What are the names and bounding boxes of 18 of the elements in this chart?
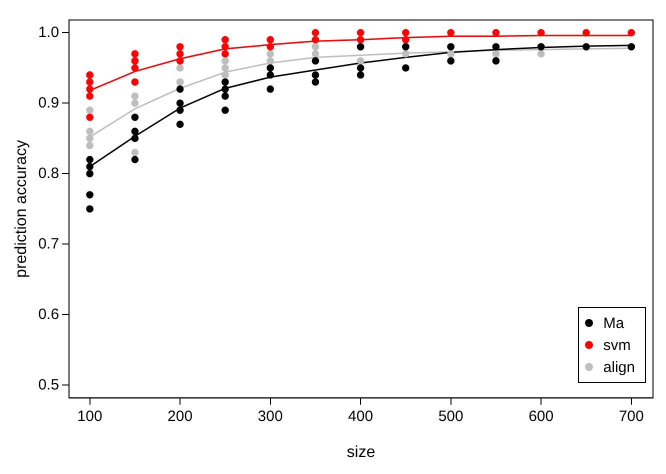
y-tick-label: 0.9 [38, 94, 60, 112]
x-tick-label: 300 [258, 408, 283, 425]
y-tick-label: 1.0 [38, 24, 60, 41]
legend-label: svm [603, 336, 631, 354]
legend-label: align [603, 358, 635, 376]
x-tick-label: 200 [168, 408, 193, 425]
y-tick-label: 0.5 [38, 376, 60, 394]
x-tick-label: 100 [77, 408, 102, 425]
x-tick-label: 600 [528, 408, 554, 425]
x-axis-title: size [346, 444, 376, 461]
y-axis-title: prediction accuracy [13, 140, 30, 278]
y-tick-label: 0.8 [38, 164, 60, 182]
x-tick-label: 400 [348, 408, 374, 425]
y-tick-label: 0.7 [38, 235, 60, 252]
y-tick-label: 0.6 [38, 306, 60, 323]
x-tick-label: 700 [618, 408, 644, 425]
x-tick-label: 500 [438, 408, 464, 425]
legend-label: Ma [603, 314, 624, 332]
